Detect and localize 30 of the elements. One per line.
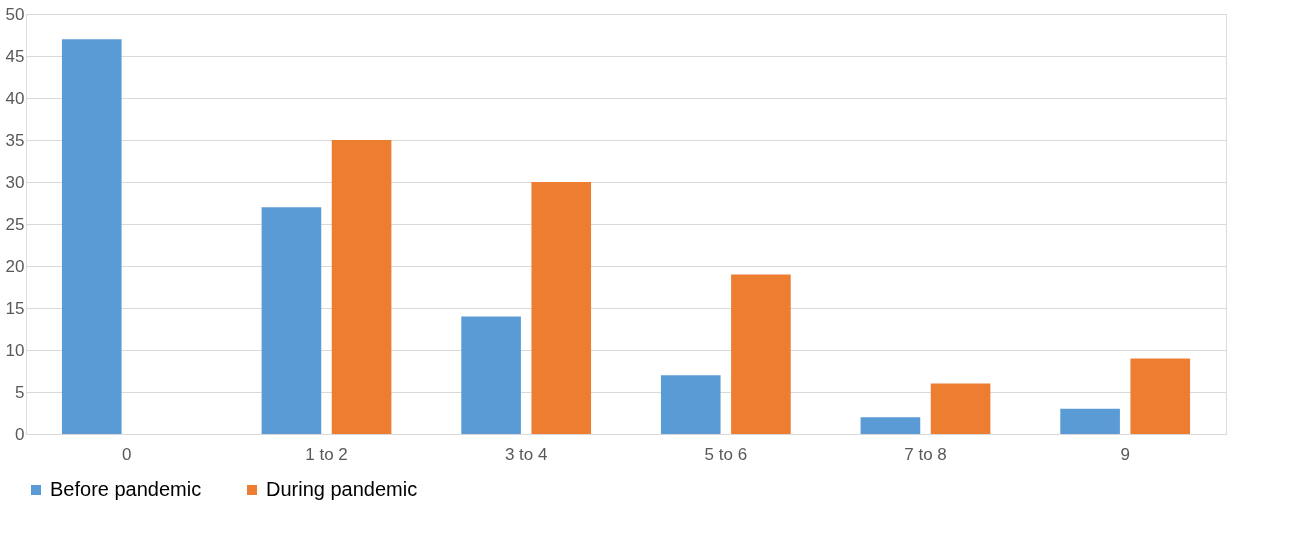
bar [660, 375, 721, 434]
y-tick-label: 5 [15, 382, 25, 402]
x-tick-label: 3 to 4 [504, 444, 548, 464]
y-tick-label: 45 [5, 46, 25, 66]
x-tick-label: 7 to 8 [904, 444, 947, 464]
y-tick-label: 25 [5, 214, 25, 234]
y-tick-label: 10 [5, 340, 25, 360]
bar [531, 182, 592, 434]
bar [1130, 358, 1191, 434]
bar [461, 316, 521, 434]
y-tick-label: 40 [5, 88, 25, 108]
y-tick-label: 30 [5, 172, 25, 192]
x-tick-label: 5 to 6 [704, 444, 748, 464]
y-tick-label: 20 [5, 256, 25, 276]
y-tick-label: 35 [5, 130, 25, 150]
legend-label: Before pandemic [50, 478, 202, 500]
y-tick-label: 50 [5, 4, 25, 24]
bar [731, 274, 791, 434]
x-tick-label: 9 [1120, 444, 1130, 464]
bar [860, 417, 921, 434]
legend-label: During pandemic [266, 478, 418, 500]
bar [930, 383, 991, 434]
bar [1060, 408, 1120, 434]
x-tick-label: 0 [122, 444, 132, 464]
bar [61, 39, 122, 434]
bar [261, 207, 322, 434]
bar [331, 140, 392, 434]
y-tick-label: 15 [5, 298, 25, 318]
x-tick-label: 1 to 2 [305, 444, 348, 464]
y-tick-label: 0 [15, 424, 25, 444]
